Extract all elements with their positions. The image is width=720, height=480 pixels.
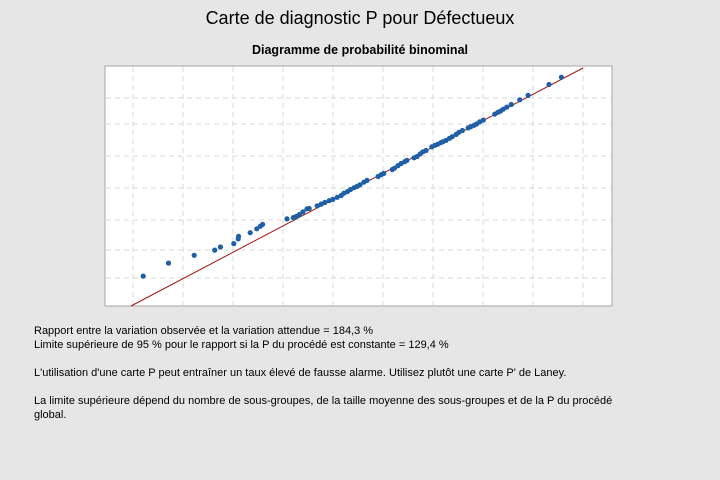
data-point (546, 81, 552, 88)
report-ratio-line: Rapport entre la variation observée et l… (34, 325, 374, 337)
data-point (247, 230, 253, 236)
data-point (300, 209, 306, 215)
data-point (517, 97, 523, 103)
data-point (212, 247, 218, 253)
chart-title: Diagramme de probabilité binominal (251, 43, 468, 57)
data-point (322, 199, 328, 206)
data-point (284, 216, 290, 222)
data-point (231, 241, 237, 247)
data-point (254, 226, 260, 232)
page-title: Carte de diagnostic P pour Défectueux (205, 8, 515, 28)
data-point (165, 260, 172, 266)
data-point (381, 170, 387, 176)
data-point (330, 196, 336, 202)
data-point (260, 221, 266, 227)
report-upper-limit-line: Limite supérieure de 95 % pour le rappor… (34, 339, 449, 351)
data-point (334, 194, 340, 200)
data-point (364, 177, 370, 183)
data-point (504, 104, 510, 110)
diagnostic-report: Rapport entre la variation observée et l… (34, 324, 694, 422)
data-point (314, 203, 320, 209)
data-point (525, 92, 531, 98)
data-point (423, 147, 429, 154)
data-point (508, 101, 514, 108)
data-point (357, 182, 363, 188)
report-note-continued: global. (34, 409, 67, 421)
data-point (459, 127, 465, 134)
data-point (191, 252, 197, 258)
data-point (306, 205, 312, 212)
data-point (404, 157, 410, 163)
data-point (449, 134, 455, 140)
data-point (236, 233, 242, 239)
data-point (217, 244, 223, 250)
report-note: La limite supérieure dépend du nombre de… (34, 395, 613, 407)
data-point (140, 273, 146, 279)
report-recommendation: L'utilisation d'une carte P peut entraîn… (34, 367, 567, 379)
data-point (558, 74, 565, 80)
data-point (480, 117, 486, 123)
